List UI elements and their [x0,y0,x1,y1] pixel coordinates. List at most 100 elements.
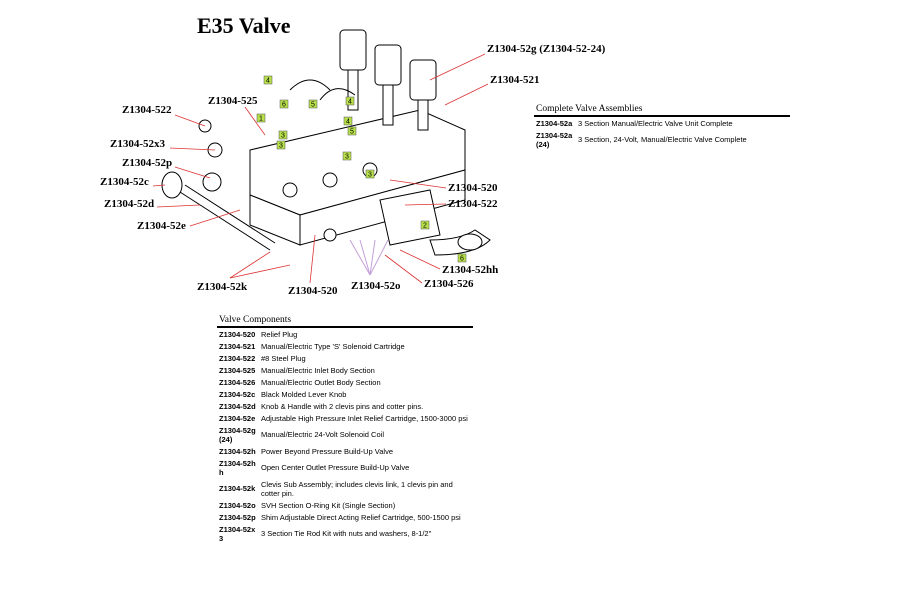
table-row: Z1304-52hh Open Center Outlet Pressure Bu… [217,457,473,478]
callout-number: 3 [281,132,285,139]
callout-number: 3 [279,142,283,149]
description: Manual/Electric 24-Volt Solenoid Coil [261,430,384,439]
callout-box [343,116,353,126]
part-number: Z1304-52o [219,500,256,510]
callout-box [256,113,266,123]
callout-box [308,99,318,109]
description: Manual/Electric Inlet Body Section [261,365,375,375]
table-row: Z1304-52g(24) Manual/Electric 24-Volt Sol… [217,424,473,445]
valve-components-table: Valve Components Z1304-520 Relief Plug Z13… [217,315,473,544]
description: #8 Steel Plug [261,353,306,363]
part-label: Z1304-52hh [442,264,498,276]
part-number: Z1304-52a(24) [536,130,573,149]
table-row: Z1304-52d Knob & Handle with 2 clevis pin… [217,400,473,412]
callout-number: 5 [350,128,354,135]
part-label: Z1304-52g (Z1304-52-24) [487,43,606,55]
callout-box [457,253,467,263]
part-number: Z1304-526 [219,377,256,387]
description: SVH Section O-Ring Kit (Single Section) [261,500,396,510]
leader-lines [152,53,489,284]
part-number: Z1304-52e [219,413,256,423]
callout-box [365,169,375,179]
part-labels: Z1304-52g (Z1304-52-24) Z1304-521 Z1304-… [100,43,606,297]
description: Black Molded Lever Knob [261,389,347,399]
description: Knob & Handle with 2 clevis pins and cot… [261,401,424,411]
description: 3 Section Manual/Electric Valve Unit Com… [576,116,790,129]
part-label: Z1304-52p [122,157,172,169]
callout-box [345,96,355,106]
callout-number: 4 [266,77,270,84]
part-number: Z1304-520 [217,327,259,340]
part-number: Z1304-52a [534,116,576,129]
description: Shim Adjustable Direct Acting Relief Car… [261,512,461,522]
callout-number: 5 [311,101,315,108]
part-number: Z1304-52g(24) [219,425,256,444]
callout-number: 4 [346,118,350,125]
part-number: Z1304-522 [219,353,256,363]
callout-box [347,126,357,136]
part-label: Z1304-526 [424,278,474,290]
table-row: Z1304-52k Clevis Sub Assembly; includes c… [217,478,473,499]
callout-number: 6 [460,255,464,262]
table-title: Complete Valve Assemblies [534,104,790,116]
part-number: Z1304-525 [219,365,256,375]
callout-box [279,99,289,109]
callout-number: 2 [423,222,427,229]
part-number: Z1304-52c [219,389,256,399]
table-row: Z1304-525 Manual/Electric Inlet Body Sect… [217,364,473,376]
table-row: Z1304-522 #8 Steel Plug [217,352,473,364]
table-row: Z1304-52e Adjustable High Pressure Inlet … [217,412,473,424]
part-number: Z1304-52p [219,512,256,522]
description: 3 Section, 24-Volt, Manual/Electric Valv… [578,135,747,144]
table-row: Z1304-52p Shim Adjustable Direct Acting R… [217,511,473,523]
description: Power Beyond Pressure Build-Up Valve [261,446,394,456]
part-label: Z1304-52d [104,198,154,210]
table-row: Z1304-52a(24) 3 Section, 24-Volt, Manual/… [534,129,790,150]
callout-box [276,140,286,150]
callout-number: 3 [345,153,349,160]
callout-number: 6 [282,101,286,108]
table-row: Z1304-526 Manual/Electric Outlet Body Sec… [217,376,473,388]
part-label: Z1304-52c [100,176,149,188]
part-number: Z1304-52k [219,484,256,493]
title: E35 Valve [197,13,291,38]
callout-number: 1 [259,115,263,122]
part-label: Z1304-52o [351,280,401,292]
part-label: Z1304-520 [288,285,338,297]
table-row: Z1304-521 Manual/Electric Type 'S' Soleno… [217,340,473,352]
part-label: Z1304-520 [448,182,498,194]
table-row: Z1304-52x3 3 Section Tie Rod Kit with nut… [217,523,473,544]
complete-assemblies-table: Complete Valve Assemblies Z1304-52a 3 Sec… [534,104,790,150]
part-label: Z1304-521 [490,74,540,86]
description: Adjustable High Pressure Inlet Relief Ca… [261,413,468,423]
callout-number: 4 [348,98,352,105]
callout-box [263,75,273,85]
description: Manual/Electric Outlet Body Section [261,377,381,387]
part-label: Z1304-52k [197,281,248,293]
table-row: Z1304-52h Power Beyond Pressure Build-Up … [217,445,473,457]
part-label: Z1304-522 [448,198,498,210]
part-label: Z1304-525 [208,95,258,107]
table-row: Z1304-52o SVH Section O-Ring Kit (Single … [217,499,473,511]
description: Relief Plug [259,327,473,340]
part-number: Z1304-52h [219,446,256,456]
callout-box [342,151,352,161]
table-title: Valve Components [217,315,473,327]
description: Open Center Outlet Pressure Build-Up Val… [261,463,410,472]
part-label: Z1304-52x3 [110,138,166,150]
part-number: Z1304-52hh [219,458,256,477]
part-number: Z1304-521 [219,341,256,351]
callout-box [420,220,430,230]
callout-box [278,130,288,140]
callout-number: 3 [368,171,372,178]
valve-drawing [161,29,491,256]
table-row: Z1304-520 Relief Plug [217,327,473,340]
o-ring-kit [349,239,389,276]
part-number: Z1304-52d [219,401,256,411]
part-label: Z1304-52e [137,220,186,232]
description: Clevis Sub Assembly; includes clevis lin… [261,479,453,498]
description: 3 Section Tie Rod Kit with nuts and wash… [261,529,432,538]
